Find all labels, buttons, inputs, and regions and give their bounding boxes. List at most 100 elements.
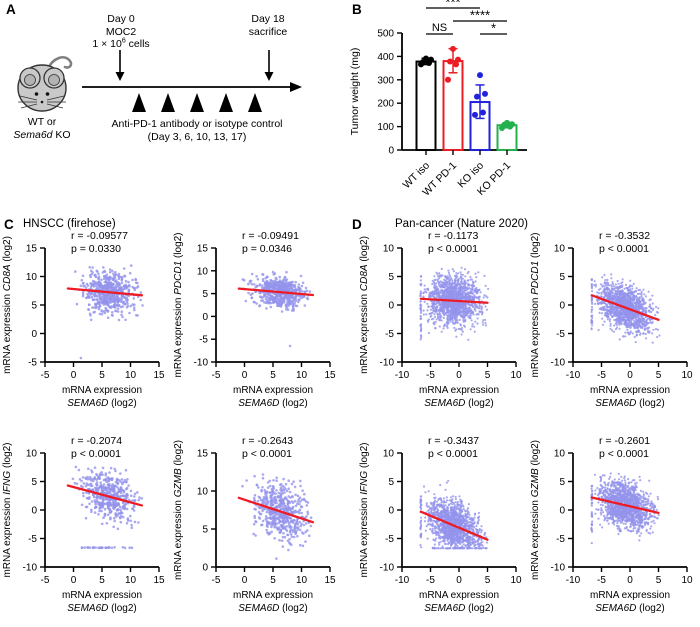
panel-a: A [0, 0, 345, 215]
data-points [419, 266, 490, 341]
svg-text:p < 0.0001: p < 0.0001 [71, 448, 121, 460]
axis-labels: mRNA expression SEMA6D (log2) mRNA express… [173, 440, 313, 614]
svg-text:15: 15 [153, 370, 165, 381]
scatter-hnscc-cd8a: -5 0 5 10 15 -5 0 5 10 15 mRNA expression SEMA6D (l… [0, 228, 172, 428]
scatter-pancancer-gzmb: -10 -5 0 5 10 -10 -5 0 5 10 mRNA expression SEMA6D … [528, 433, 700, 627]
svg-text:5: 5 [202, 525, 208, 536]
svg-text:10: 10 [554, 244, 566, 255]
svg-text:300: 300 [377, 75, 394, 86]
svg-text:*: * [491, 21, 496, 36]
svg-text:NS: NS [432, 22, 447, 34]
svg-text:r = -0.09491: r = -0.09491 [242, 230, 299, 242]
svg-text:5: 5 [388, 272, 394, 283]
mouse-icon [17, 56, 73, 112]
svg-text:5: 5 [485, 370, 491, 381]
svg-text:-5: -5 [41, 370, 50, 381]
svg-text:-10: -10 [551, 358, 566, 369]
svg-text:0: 0 [202, 312, 208, 323]
svg-text:5: 5 [31, 301, 37, 312]
scatter-pancancer-pdcd1: -10 -5 0 5 10 -10 -5 0 5 10 mRNA expression SEMA6D … [528, 228, 700, 428]
svg-text:0: 0 [31, 506, 37, 517]
svg-text:p < 0.0001: p < 0.0001 [599, 243, 649, 255]
svg-text:SEMA6D (log2): SEMA6D (log2) [67, 398, 136, 409]
scatter-pancancer-ifng: -10 -5 0 5 10 -10 -5 0 5 10 mRNA expression SEMA6D … [357, 433, 529, 627]
svg-text:10: 10 [681, 370, 693, 381]
data-points [241, 270, 312, 348]
svg-text:10: 10 [125, 575, 137, 586]
injection-marker-group [132, 93, 262, 112]
svg-text:5: 5 [270, 370, 276, 381]
svg-text:0: 0 [202, 563, 208, 574]
panel-d: D Pan-cancer (Nature 2020) -10 -5 0 5 10 -10-… [350, 215, 700, 627]
svg-text:0: 0 [242, 575, 248, 586]
scatter-pancancer-cd8a: -10 -5 0 5 10 -10 -5 0 5 10 mRNA expression SEMA6D … [357, 228, 529, 428]
trend-line [237, 496, 315, 524]
panel-d-title: Pan-cancer (Nature 2020) [395, 218, 528, 230]
svg-text:r = -0.1173: r = -0.1173 [428, 230, 478, 242]
day0-label: Day 0 [107, 13, 135, 25]
axes: 0 5 10 15 -5 0 5 10 15 [197, 449, 336, 587]
svg-text:100: 100 [377, 122, 394, 133]
svg-text:-10: -10 [395, 370, 410, 381]
svg-text:mRNA expression: mRNA expression [233, 590, 313, 601]
axes: -5 0 5 10 15 -5 0 5 10 15 [26, 244, 165, 382]
svg-text:mRNA expression IFNG (log2): mRNA expression IFNG (log2) [2, 442, 13, 577]
timeline-day0-annotation: Day 0 MOC2 1 × 106 cells [76, 13, 166, 51]
svg-text:SEMA6D (log2): SEMA6D (log2) [238, 398, 307, 409]
svg-text:SEMA6D (log2): SEMA6D (log2) [238, 603, 307, 614]
panel-b: B 0 100 200 300 400 500 Tumor weight (mg) WT is… [345, 0, 700, 215]
trend-line [590, 496, 660, 514]
svg-text:p < 0.0001: p < 0.0001 [428, 243, 478, 255]
scatter-svg-CD8A: -10 -5 0 5 10 -10 -5 0 5 10 mRNA expression SEMA6D … [359, 230, 522, 409]
injection-arrowhead [219, 93, 233, 112]
tumor-weight-bar-chart: 0 100 200 300 400 500 Tumor weight (mg) WT iso W… [345, 0, 655, 215]
panel-d-label: D [352, 217, 362, 232]
svg-text:15: 15 [197, 244, 209, 255]
svg-text:SEMA6D (log2): SEMA6D (log2) [67, 603, 136, 614]
day0-cellline: MOC2 [105, 25, 137, 38]
svg-text:***: *** [445, 0, 460, 10]
significance-annotations: *******NS * [426, 0, 507, 36]
svg-text:0: 0 [627, 370, 633, 381]
data-points [419, 479, 489, 550]
svg-text:5: 5 [202, 289, 208, 300]
svg-text:10: 10 [197, 266, 209, 277]
svg-text:-10: -10 [380, 358, 395, 369]
svg-text:mRNA expression: mRNA expression [62, 590, 142, 601]
svg-text:5: 5 [559, 272, 565, 283]
svg-text:500: 500 [377, 29, 394, 40]
axis-labels: mRNA expression SEMA6D (log2) mRNA express… [2, 236, 142, 409]
svg-text:15: 15 [324, 575, 336, 586]
day18-arrow-icon [264, 50, 274, 81]
svg-text:r = -0.2074: r = -0.2074 [71, 435, 122, 447]
svg-text:SEMA6D (log2): SEMA6D (log2) [424, 398, 493, 409]
svg-text:-5: -5 [41, 575, 50, 586]
svg-text:400: 400 [377, 52, 394, 63]
svg-text:5: 5 [99, 575, 105, 586]
svg-text:****: **** [470, 8, 490, 23]
panel-c-label: C [4, 217, 14, 232]
svg-text:10: 10 [510, 370, 522, 381]
trend-line [590, 294, 660, 321]
data-points [241, 473, 313, 560]
svg-text:-10: -10 [23, 563, 38, 574]
svg-text:r = -0.2643: r = -0.2643 [242, 435, 293, 447]
svg-text:0: 0 [559, 301, 565, 312]
scatter-svg-PDCD1: -10 -5 0 5 10 -10 -5 0 5 10 mRNA expression SEMA6D … [530, 230, 693, 409]
svg-text:mRNA expression CD8A (log2): mRNA expression CD8A (log2) [359, 236, 370, 374]
svg-text:0: 0 [31, 329, 37, 340]
svg-text:mRNA expression: mRNA expression [233, 385, 313, 396]
